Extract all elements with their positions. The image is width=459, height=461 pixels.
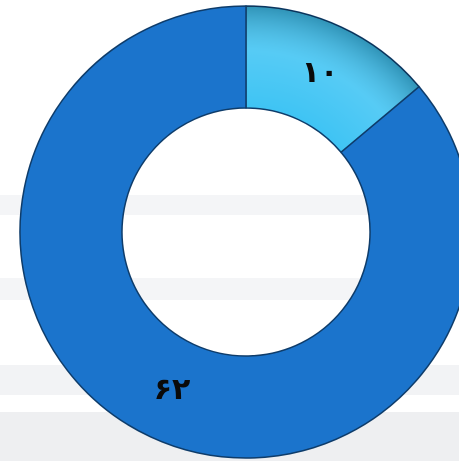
data-label: ۱۰ [302, 55, 339, 90]
data-label: ۶۲ [154, 372, 191, 407]
donut-segment [19, 5, 459, 459]
donut: ۱۰ ۶۲ [19, 5, 459, 459]
